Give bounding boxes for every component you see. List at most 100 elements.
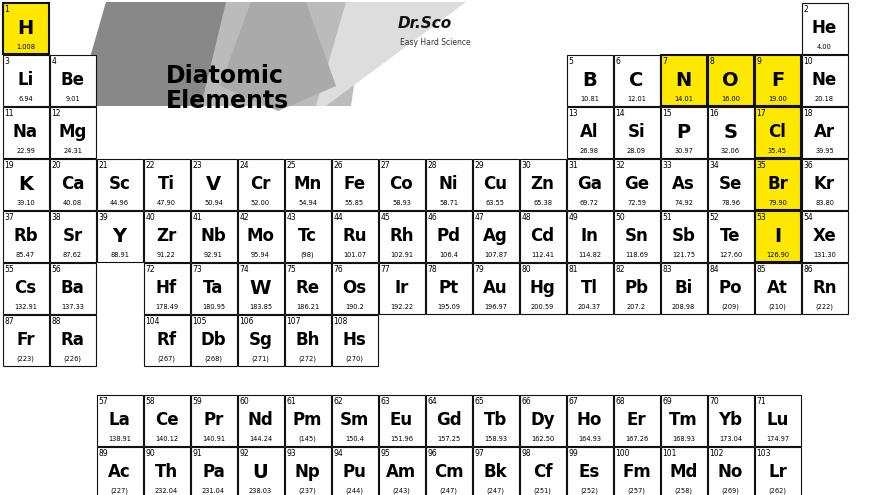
Text: 91: 91	[193, 448, 202, 457]
Text: 14: 14	[615, 108, 625, 117]
Text: 55.85: 55.85	[345, 200, 364, 206]
Text: 67: 67	[568, 396, 578, 405]
Text: 1.008: 1.008	[16, 44, 35, 50]
Text: (269): (269)	[722, 488, 739, 494]
Text: Si: Si	[627, 123, 645, 141]
Text: I: I	[774, 227, 781, 246]
Text: Ba: Ba	[61, 279, 84, 297]
Bar	[708, 54, 753, 105]
Text: Db: Db	[201, 331, 226, 349]
Text: 22: 22	[145, 160, 155, 169]
Text: 81: 81	[568, 264, 578, 274]
Text: 137.33: 137.33	[61, 304, 84, 310]
Text: Sc: Sc	[108, 175, 130, 193]
Text: Th: Th	[155, 463, 178, 481]
Text: 26: 26	[334, 160, 343, 169]
Text: 6: 6	[615, 56, 620, 65]
Text: Ti: Ti	[158, 175, 175, 193]
Text: He: He	[812, 19, 837, 37]
Bar	[519, 210, 566, 261]
Bar	[754, 262, 801, 313]
Text: 95.94: 95.94	[251, 252, 270, 258]
Text: 43: 43	[287, 212, 297, 221]
Text: 32.06: 32.06	[721, 148, 740, 154]
Bar	[519, 158, 566, 209]
Bar	[473, 262, 518, 313]
Text: 39: 39	[99, 212, 108, 221]
Text: 69: 69	[663, 396, 672, 405]
Bar	[284, 314, 331, 365]
Text: 62: 62	[334, 396, 343, 405]
Text: 186.21: 186.21	[296, 304, 319, 310]
Text: W: W	[250, 279, 271, 297]
Bar	[238, 446, 283, 495]
Text: 150.4: 150.4	[345, 436, 364, 442]
Text: 54.94: 54.94	[298, 200, 317, 206]
Text: 71: 71	[757, 396, 766, 405]
Text: S: S	[723, 122, 737, 142]
Text: Mn: Mn	[293, 175, 321, 193]
Bar	[49, 314, 96, 365]
Bar	[143, 314, 189, 365]
Text: 56: 56	[52, 264, 62, 274]
Text: 73: 73	[193, 264, 202, 274]
Text: Pb: Pb	[625, 279, 649, 297]
Text: 13: 13	[568, 108, 578, 117]
Text: 101.07: 101.07	[343, 252, 366, 258]
Text: 47.90: 47.90	[157, 200, 176, 206]
Polygon shape	[316, 2, 466, 106]
Text: 82: 82	[615, 264, 625, 274]
Bar	[190, 395, 237, 446]
Text: 12: 12	[52, 108, 61, 117]
Text: 69.72: 69.72	[580, 200, 599, 206]
Bar	[473, 210, 518, 261]
Text: (243): (243)	[392, 488, 410, 494]
Bar	[802, 2, 847, 53]
Text: 45: 45	[380, 212, 390, 221]
Text: 3: 3	[4, 56, 10, 65]
Bar	[754, 106, 801, 157]
Text: 107.87: 107.87	[484, 252, 507, 258]
Text: Bi: Bi	[674, 279, 693, 297]
Text: 101: 101	[663, 448, 677, 457]
Bar	[613, 106, 659, 157]
Text: Ho: Ho	[576, 411, 602, 429]
Text: Zn: Zn	[531, 175, 554, 193]
Text: 70: 70	[709, 396, 719, 405]
Bar	[754, 446, 801, 495]
Bar	[284, 262, 331, 313]
Bar	[567, 262, 612, 313]
Text: (258): (258)	[674, 488, 693, 494]
Text: 68: 68	[615, 396, 625, 405]
Text: 6.94: 6.94	[18, 96, 33, 102]
Text: 200.59: 200.59	[531, 304, 554, 310]
Bar	[238, 158, 283, 209]
Bar	[3, 262, 48, 313]
Bar	[3, 2, 48, 53]
Bar	[284, 210, 331, 261]
Bar	[143, 395, 189, 446]
Text: 121.75: 121.75	[672, 252, 695, 258]
Text: 100: 100	[615, 448, 630, 457]
Text: 16.00: 16.00	[721, 96, 740, 102]
Bar	[378, 446, 424, 495]
Text: 192.22: 192.22	[390, 304, 413, 310]
Text: Er: Er	[627, 411, 646, 429]
Bar	[426, 446, 472, 495]
Text: Fm: Fm	[622, 463, 651, 481]
Text: 44: 44	[334, 212, 343, 221]
Bar	[143, 262, 189, 313]
Text: Ga: Ga	[577, 175, 602, 193]
Text: 8: 8	[709, 56, 715, 65]
Text: (227): (227)	[111, 488, 128, 494]
Bar	[519, 446, 566, 495]
Text: 91.22: 91.22	[157, 252, 176, 258]
Bar	[567, 210, 612, 261]
Text: 173.04: 173.04	[719, 436, 742, 442]
Bar	[708, 106, 753, 157]
Text: 114.82: 114.82	[578, 252, 601, 258]
Text: 24: 24	[239, 160, 249, 169]
Text: 97: 97	[474, 448, 484, 457]
Bar	[613, 446, 659, 495]
Text: 12.01: 12.01	[627, 96, 646, 102]
